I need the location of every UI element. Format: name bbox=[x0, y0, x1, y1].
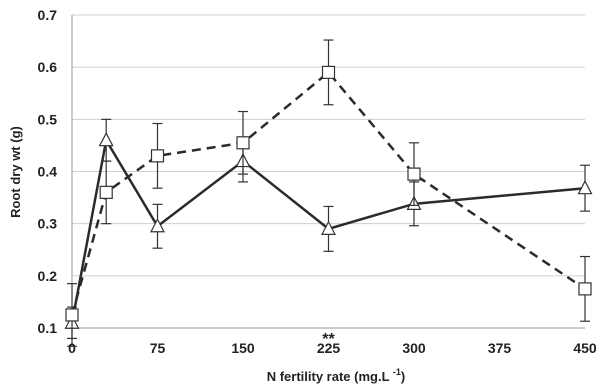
y-tick-label: 0.2 bbox=[38, 268, 58, 284]
x-tick-label: 150 bbox=[231, 340, 255, 356]
x-tick-label: 300 bbox=[402, 340, 426, 356]
series-line bbox=[70, 70, 586, 316]
y-tick-label: 0.3 bbox=[38, 216, 58, 232]
axes bbox=[71, 15, 585, 329]
y-tick-label: 0.4 bbox=[38, 164, 58, 180]
y-tick-label: 0.5 bbox=[38, 111, 58, 127]
y-tick-label: 0.1 bbox=[38, 320, 58, 336]
square-marker bbox=[236, 136, 250, 150]
triangle-marker bbox=[577, 179, 593, 195]
square-marker bbox=[99, 185, 113, 199]
y-axis-title: Root dry wt (g) bbox=[8, 126, 23, 218]
series-layer bbox=[64, 39, 593, 347]
x-tick-label: 0 bbox=[68, 340, 76, 356]
y-tick-label: 0.6 bbox=[38, 59, 58, 75]
x-axis-title: N fertility rate (mg.L -1) bbox=[267, 367, 406, 384]
triangle-marker bbox=[150, 217, 165, 233]
y-tick-label: 0.7 bbox=[38, 7, 58, 23]
x-tick-label: 225 bbox=[317, 340, 341, 356]
square-marker bbox=[578, 282, 592, 296]
x-tick-labels: 0 75 150 225 300 375 450 bbox=[68, 340, 597, 356]
square-marker bbox=[150, 149, 165, 163]
square-marker bbox=[65, 308, 79, 322]
square-marker bbox=[407, 167, 421, 181]
square-marker bbox=[321, 65, 336, 79]
x-axis-title-main: N fertility rate (mg.L bbox=[267, 369, 393, 384]
x-tick-label: 450 bbox=[573, 340, 597, 356]
triangle-marker bbox=[98, 131, 114, 147]
dashed-square-series bbox=[65, 39, 592, 347]
significance-annotation: ** bbox=[322, 331, 335, 348]
x-axis-title-tail: ) bbox=[401, 369, 405, 384]
x-axis-title-superscript: -1 bbox=[393, 367, 401, 377]
x-tick-label: 75 bbox=[150, 340, 166, 356]
x-tick-label: 375 bbox=[488, 340, 512, 356]
triangle-marker bbox=[321, 220, 336, 235]
y-tick-labels: 0.1 0.2 0.3 0.4 0.5 0.6 0.7 bbox=[38, 7, 58, 336]
solid-triangle-series bbox=[64, 118, 593, 340]
